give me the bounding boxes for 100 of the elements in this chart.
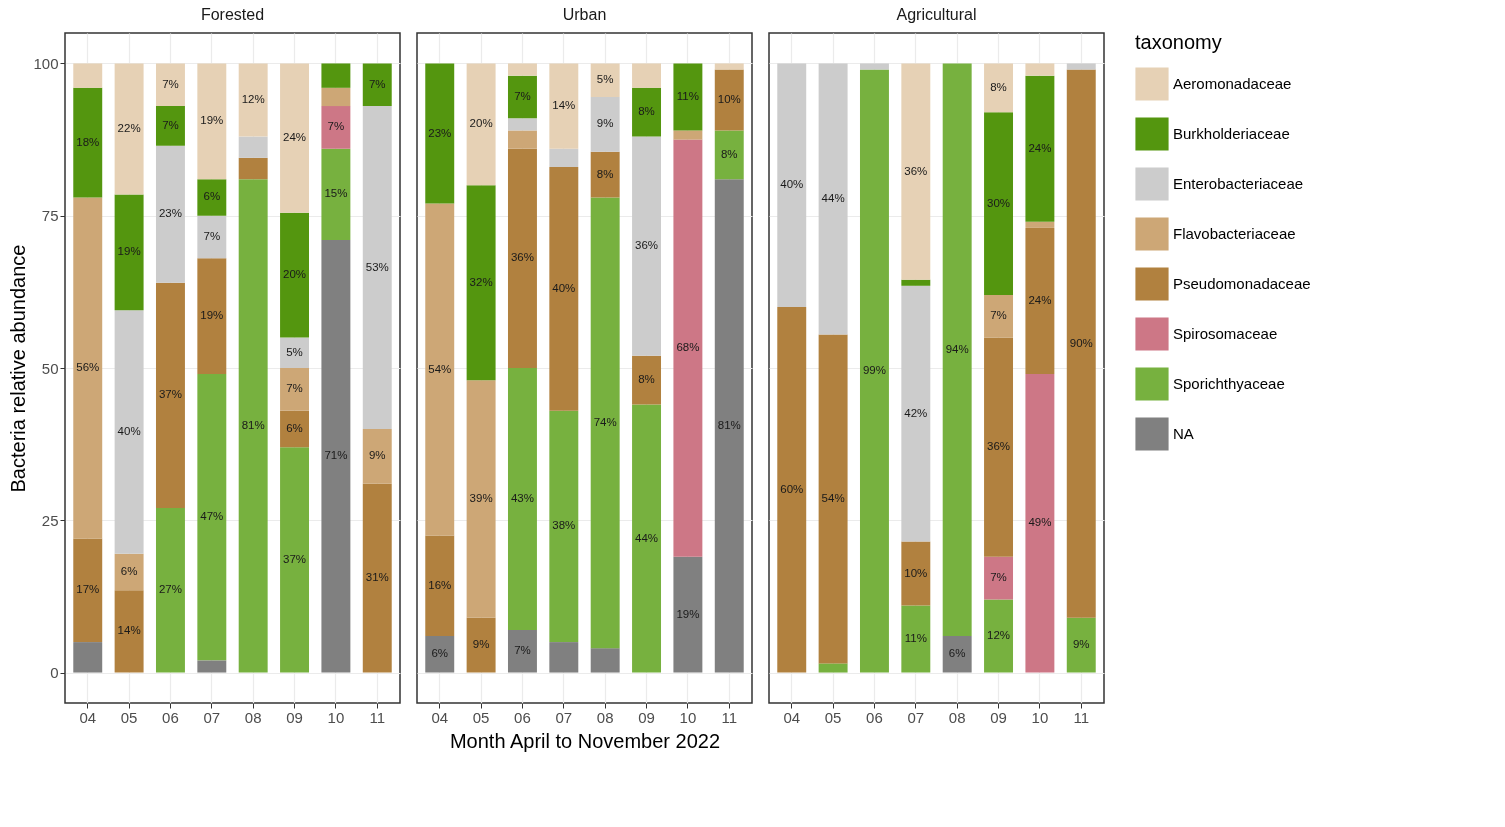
bar — [901, 541, 931, 606]
y-tick-label: 0 — [50, 664, 59, 682]
data-label: 11% — [676, 89, 699, 102]
bar — [590, 96, 620, 152]
bar — [632, 355, 662, 405]
data-label: 99% — [862, 364, 886, 377]
bar — [362, 106, 392, 429]
bar — [1066, 69, 1096, 618]
bar — [280, 212, 310, 338]
bar — [425, 535, 455, 636]
bar — [321, 87, 351, 107]
data-label: 17% — [76, 583, 100, 596]
data-label: 7% — [162, 77, 179, 90]
legend-label: Enterobacteriaceae — [1173, 175, 1304, 192]
y-tick-label: 100 — [33, 54, 59, 72]
bar — [942, 63, 972, 636]
data-label: 20% — [469, 117, 493, 130]
bar — [673, 63, 703, 131]
bar — [1025, 374, 1055, 673]
data-label: 9% — [368, 449, 386, 462]
bar — [73, 87, 103, 198]
x-tick-label: 09 — [990, 708, 1007, 726]
data-label: 8% — [638, 105, 655, 118]
data-label: 81% — [717, 418, 741, 431]
x-tick-label: 10 — [327, 708, 345, 726]
data-label: 54% — [821, 491, 845, 504]
data-label: 5% — [286, 345, 303, 358]
bar — [673, 139, 703, 557]
bar — [466, 617, 496, 673]
bar — [590, 151, 620, 198]
data-label: 6% — [120, 565, 138, 578]
data-label: 44% — [635, 531, 659, 544]
bar — [818, 663, 848, 673]
bar — [238, 179, 268, 673]
data-label: 19% — [117, 245, 141, 258]
data-label: 32% — [469, 275, 493, 288]
bar — [984, 63, 1014, 113]
data-label: 53% — [365, 260, 389, 273]
data-label: 31% — [365, 571, 389, 584]
bar — [114, 590, 144, 673]
data-label: 42% — [904, 406, 928, 419]
data-label: 54% — [428, 362, 452, 375]
data-label: 43% — [510, 491, 534, 504]
bar — [549, 63, 579, 149]
x-tick-label: 06 — [162, 708, 179, 726]
bar — [590, 648, 620, 673]
data-label: 7% — [162, 118, 179, 131]
y-tick-label: 25 — [41, 511, 59, 529]
bar — [280, 410, 310, 448]
data-label: 6% — [431, 647, 449, 660]
x-tick-label: 11 — [721, 708, 738, 726]
data-label: 6% — [286, 421, 303, 434]
bar — [321, 240, 351, 673]
bar — [73, 197, 103, 539]
bar — [507, 63, 537, 76]
data-label: 23% — [158, 207, 182, 220]
data-label: 36% — [987, 440, 1011, 453]
bar — [466, 185, 496, 381]
bar — [1066, 617, 1096, 673]
data-label: 20% — [283, 268, 307, 281]
data-label: 19% — [200, 309, 224, 322]
bar — [238, 63, 268, 137]
data-label: 9% — [1072, 638, 1090, 651]
data-label: 37% — [283, 552, 307, 565]
bar — [632, 87, 662, 137]
data-label: 56% — [76, 361, 100, 373]
x-tick-label: 10 — [679, 708, 697, 726]
data-label: 5% — [596, 73, 614, 86]
bar — [155, 145, 185, 283]
data-label: 7% — [990, 571, 1007, 584]
bar — [197, 63, 227, 180]
data-label: 14% — [552, 99, 576, 112]
bar — [114, 310, 144, 554]
bar — [632, 63, 662, 88]
data-label: 6% — [203, 190, 221, 203]
bar — [466, 63, 496, 186]
data-label: 44% — [821, 191, 845, 204]
bar — [507, 130, 537, 149]
data-label: 15% — [324, 187, 348, 200]
data-label: 27% — [158, 583, 182, 596]
bar — [777, 307, 807, 673]
bar — [984, 112, 1014, 295]
data-label: 8% — [990, 80, 1007, 93]
bar — [590, 63, 620, 97]
bar — [859, 63, 889, 70]
bar — [507, 118, 537, 131]
y-axis-title: Bacteria relative abundance — [7, 244, 30, 493]
x-tick-label: 07 — [203, 708, 221, 726]
bar — [507, 629, 537, 673]
data-label: 74% — [593, 415, 617, 428]
data-label: 11% — [904, 632, 927, 645]
data-label: 7% — [327, 120, 345, 133]
bar — [73, 642, 103, 673]
data-label: 6% — [948, 647, 966, 660]
bar — [362, 63, 392, 107]
data-label: 22% — [117, 121, 141, 134]
data-label: 8% — [720, 147, 738, 160]
x-tick-label: 05 — [120, 708, 138, 726]
bar — [549, 642, 579, 673]
bar — [1025, 221, 1055, 228]
